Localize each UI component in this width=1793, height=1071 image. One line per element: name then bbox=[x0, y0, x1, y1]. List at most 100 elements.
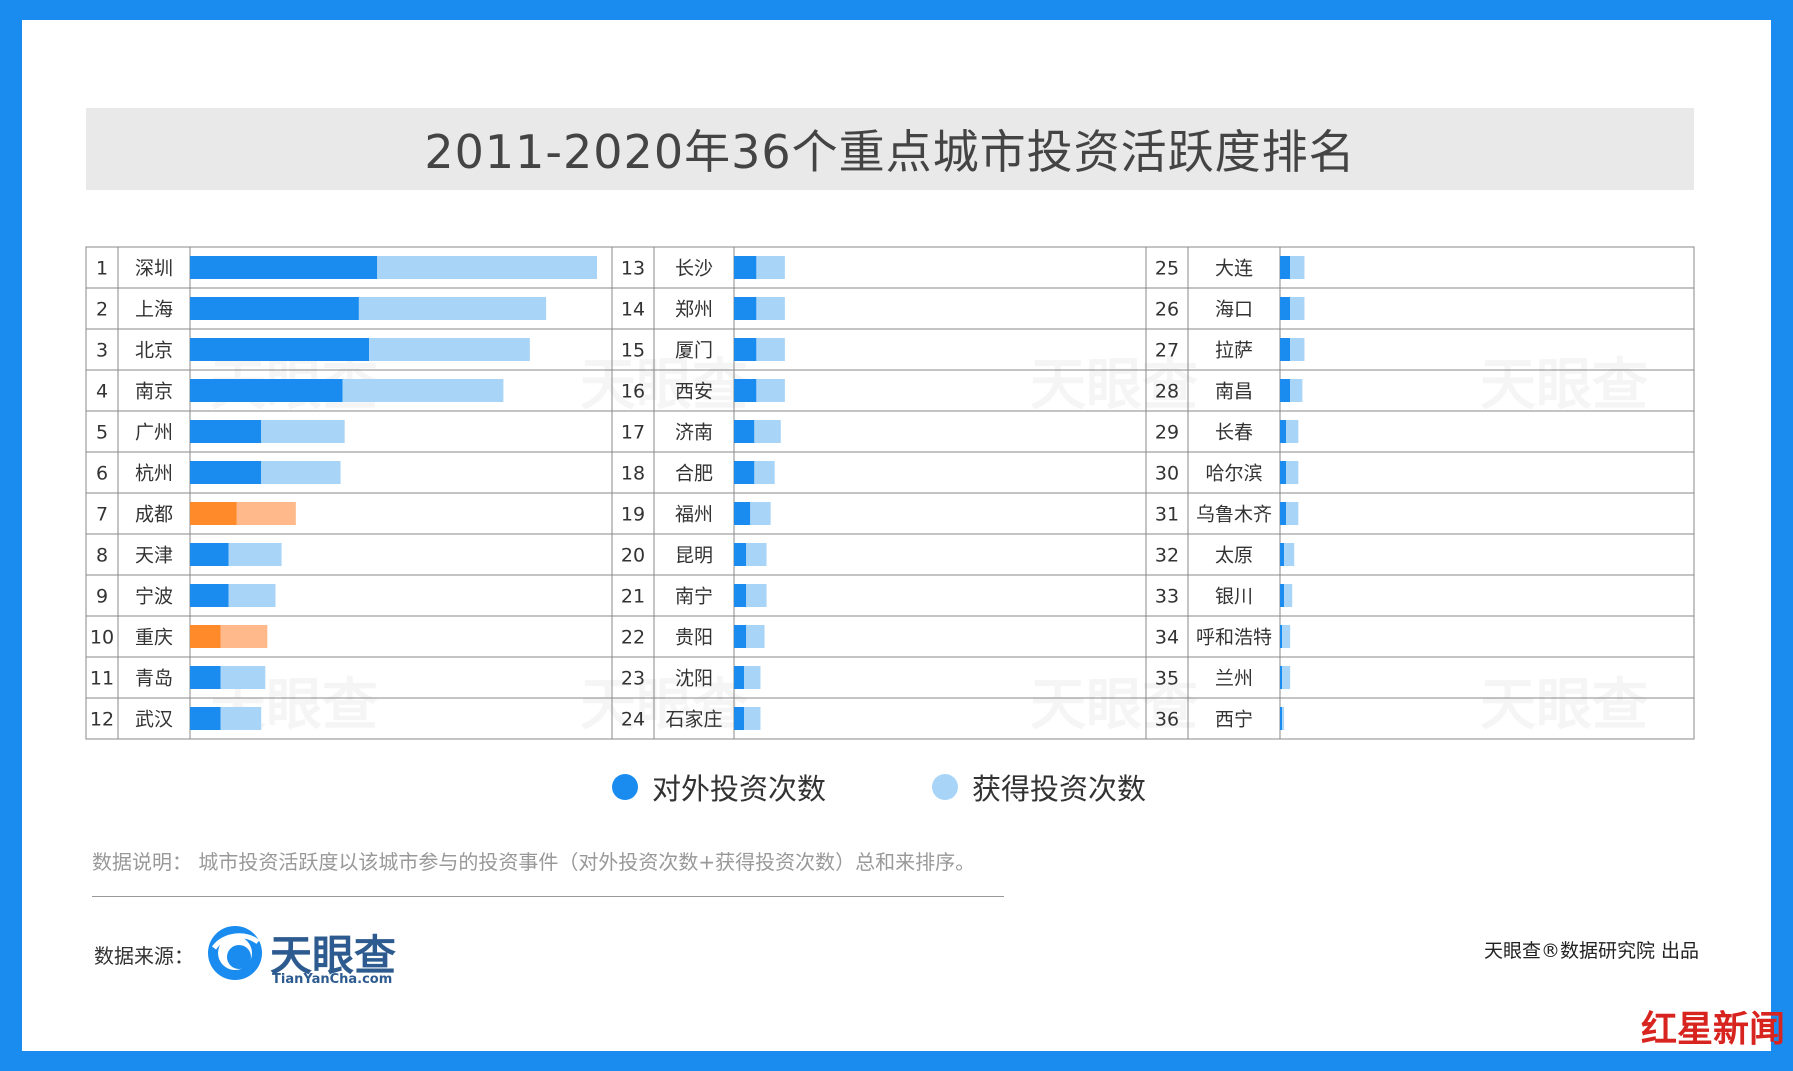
bar-outbound bbox=[190, 461, 262, 484]
rank-label: 36 bbox=[1155, 709, 1179, 731]
bar-outbound bbox=[734, 666, 745, 689]
rank-label: 35 bbox=[1155, 668, 1179, 690]
city-label: 长沙 bbox=[675, 258, 713, 280]
bar-outbound bbox=[734, 379, 757, 402]
divider bbox=[92, 896, 1004, 897]
bar-inbound bbox=[744, 707, 761, 730]
bar-inbound bbox=[754, 420, 781, 443]
rank-label: 31 bbox=[1155, 504, 1179, 526]
bar-inbound bbox=[377, 256, 597, 279]
bar-outbound bbox=[734, 625, 747, 648]
legend-label-inbound: 获得投资次数 bbox=[972, 772, 1147, 806]
bar-outbound bbox=[1280, 338, 1291, 361]
rank-label: 25 bbox=[1155, 258, 1179, 280]
bar-outbound bbox=[190, 543, 229, 566]
watermark: 天眼查 bbox=[1480, 340, 1648, 421]
bar-inbound bbox=[261, 461, 341, 484]
city-label: 厦门 bbox=[675, 340, 713, 362]
city-label: 南宁 bbox=[675, 586, 713, 608]
rank-label: 17 bbox=[621, 422, 645, 444]
city-label: 成都 bbox=[135, 504, 173, 526]
bar-outbound bbox=[190, 666, 221, 689]
bar-inbound bbox=[756, 338, 785, 361]
city-label: 北京 bbox=[135, 340, 173, 362]
bar-outbound bbox=[734, 256, 757, 279]
rank-label: 8 bbox=[96, 545, 108, 567]
bar-inbound bbox=[1286, 420, 1299, 443]
city-label: 贵阳 bbox=[675, 627, 713, 649]
legend-swatch-outbound bbox=[612, 774, 638, 800]
bar-inbound bbox=[746, 543, 767, 566]
bar-outbound bbox=[734, 584, 747, 607]
city-label: 南京 bbox=[135, 381, 173, 403]
rank-label: 30 bbox=[1155, 463, 1179, 485]
bar-inbound bbox=[746, 584, 767, 607]
city-label: 济南 bbox=[675, 422, 713, 444]
watermark: 天眼查 bbox=[580, 660, 748, 741]
bar-outbound bbox=[1280, 666, 1283, 689]
bar-outbound bbox=[1280, 297, 1291, 320]
bar-outbound bbox=[1280, 502, 1287, 525]
city-label: 广州 bbox=[135, 422, 173, 444]
city-label: 重庆 bbox=[135, 627, 173, 649]
bar-inbound bbox=[756, 297, 785, 320]
bar-inbound bbox=[1284, 584, 1293, 607]
bar-inbound bbox=[261, 420, 345, 443]
city-label: 上海 bbox=[135, 299, 173, 321]
bar-inbound bbox=[1282, 625, 1291, 648]
title-band: 2011-2020年36个重点城市投资活跃度排名 bbox=[86, 108, 1694, 190]
rank-label: 2 bbox=[96, 299, 108, 321]
bar-inbound bbox=[1290, 256, 1305, 279]
legend-item-outbound: 对外投资次数 bbox=[612, 766, 826, 808]
bar-outbound bbox=[190, 338, 370, 361]
city-label: 南昌 bbox=[1215, 381, 1253, 403]
rank-label: 19 bbox=[621, 504, 645, 526]
bar-outbound bbox=[734, 420, 755, 443]
city-label: 天津 bbox=[135, 545, 173, 567]
rank-label: 5 bbox=[96, 422, 108, 444]
tianyancha-logo-icon bbox=[208, 926, 262, 980]
city-label: 拉萨 bbox=[1215, 340, 1253, 362]
bar-inbound bbox=[1282, 666, 1291, 689]
bar-inbound bbox=[1290, 297, 1305, 320]
city-label: 兰州 bbox=[1215, 668, 1253, 690]
bar-outbound bbox=[734, 461, 755, 484]
city-label: 大连 bbox=[1215, 258, 1253, 280]
watermark: 天眼查 bbox=[1480, 660, 1648, 741]
bar-inbound bbox=[220, 707, 262, 730]
rank-label: 12 bbox=[90, 709, 114, 731]
city-label: 西安 bbox=[675, 381, 713, 403]
bar-outbound bbox=[1280, 379, 1291, 402]
rank-label: 14 bbox=[621, 299, 645, 321]
city-label: 呼和浩特 bbox=[1196, 627, 1272, 649]
bar-outbound bbox=[190, 379, 343, 402]
city-label: 宁波 bbox=[135, 586, 173, 608]
watermark: 天眼查 bbox=[580, 340, 748, 421]
city-label: 乌鲁木齐 bbox=[1196, 504, 1272, 526]
bar-outbound bbox=[734, 707, 745, 730]
city-label: 福州 bbox=[675, 504, 713, 526]
bar-inbound bbox=[754, 461, 775, 484]
bar-inbound bbox=[1286, 502, 1299, 525]
city-label: 武汉 bbox=[135, 709, 173, 731]
legend-item-inbound: 获得投资次数 bbox=[932, 766, 1146, 808]
source-label: 数据来源： bbox=[94, 944, 194, 968]
bar-outbound bbox=[190, 584, 229, 607]
rank-label: 21 bbox=[621, 586, 645, 608]
rank-label: 24 bbox=[621, 709, 645, 731]
bar-outbound bbox=[734, 502, 751, 525]
rank-label: 29 bbox=[1155, 422, 1179, 444]
rank-label: 9 bbox=[96, 586, 108, 608]
legend-label-outbound: 对外投资次数 bbox=[652, 772, 827, 806]
bar-outbound bbox=[190, 420, 262, 443]
rank-label: 26 bbox=[1155, 299, 1179, 321]
city-label: 石家庄 bbox=[665, 709, 722, 731]
bar-outbound bbox=[190, 297, 359, 320]
rank-label: 13 bbox=[621, 258, 645, 280]
rank-label: 33 bbox=[1155, 586, 1179, 608]
bar-outbound bbox=[1280, 707, 1283, 730]
chart-card bbox=[22, 20, 1771, 1051]
city-label: 郑州 bbox=[675, 299, 713, 321]
bar-outbound bbox=[1280, 461, 1287, 484]
city-label: 青岛 bbox=[135, 668, 173, 690]
